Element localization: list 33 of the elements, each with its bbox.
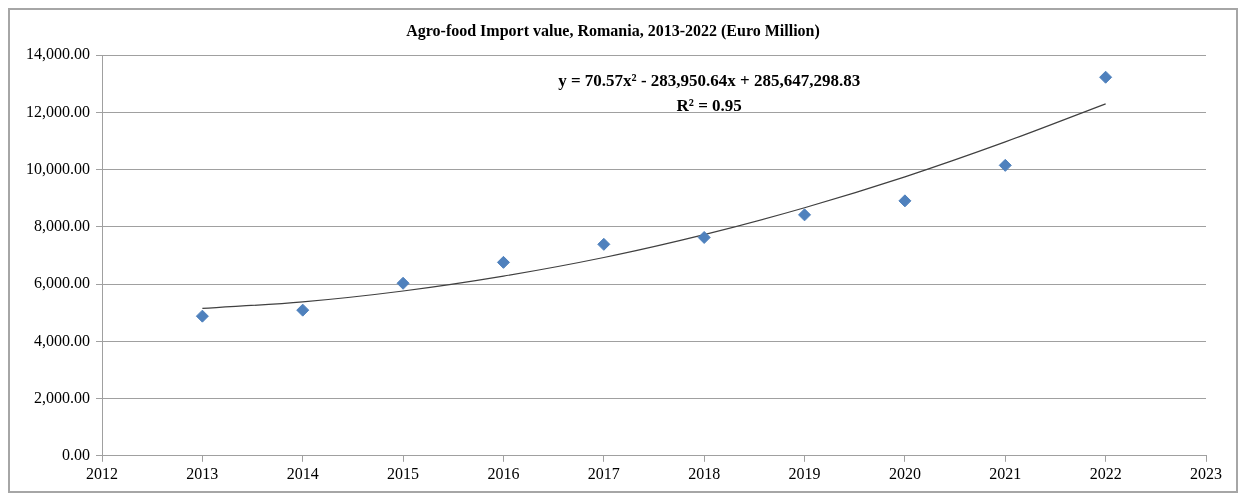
point: [195, 309, 209, 323]
annotation: y = 70.57x² - 283,950.64x + 285,647,298.83: [558, 70, 861, 90]
x-tick-label: 2013: [186, 464, 219, 482]
x-tick-label: 2012: [86, 464, 118, 482]
point: [496, 255, 510, 269]
x-tick-label: 2022: [1089, 464, 1122, 482]
y-tick-label: 4,000.00: [34, 331, 90, 349]
x-tick-label: 2021: [989, 464, 1022, 482]
y-tick-label: 8,000.00: [34, 217, 90, 235]
point: [1099, 70, 1113, 84]
point: [898, 194, 912, 208]
y-tick-label: 6,000.00: [34, 274, 90, 292]
x-tick-label: 2014: [286, 464, 319, 482]
chart-title: Agro-food Import value, Romania, 2013-2022 (Euro Million): [406, 21, 820, 40]
point: [296, 303, 310, 317]
x-tick-label: 2018: [688, 464, 721, 482]
x-tick-label: 2023: [1190, 464, 1222, 482]
x-tick-label: 2016: [487, 464, 520, 482]
y-tick-label: 0.00: [62, 446, 90, 463]
point: [798, 208, 812, 222]
y-tick-label: 2,000.00: [34, 388, 90, 406]
y-tick-label: 10,000.00: [26, 159, 90, 177]
x-tick-label: 2015: [387, 464, 420, 482]
x-tick-label: 2017: [587, 464, 620, 482]
x-tick-label: 2020: [888, 464, 921, 482]
x-tick-label: 2019: [788, 464, 821, 482]
point: [998, 158, 1012, 172]
point: [396, 276, 410, 290]
point: [597, 237, 611, 251]
y-tick-label: 14,000.00: [26, 45, 90, 63]
point: [697, 230, 711, 244]
annotation: R² = 0.95: [676, 95, 742, 115]
y-tick-label: 12,000.00: [26, 102, 90, 120]
